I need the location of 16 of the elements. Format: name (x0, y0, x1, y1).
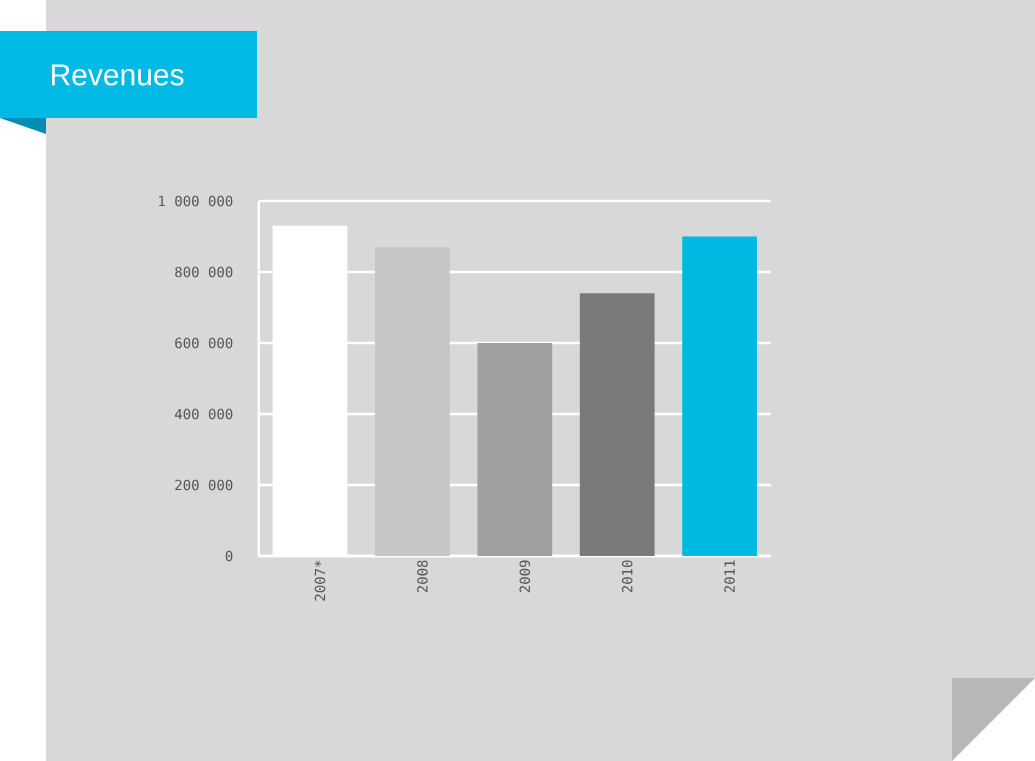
y-tick-label: 1 000 000 (159, 195, 233, 207)
y-tick-label: 800 000 (175, 266, 233, 278)
x-tick-label: 2009 (519, 560, 531, 593)
bar (682, 236, 757, 556)
x-tick-label: 2011 (724, 560, 735, 593)
x-tick-label: 2007* (314, 560, 326, 601)
bar (579, 293, 655, 556)
y-tick-label: 400 000 (174, 408, 233, 420)
x-tick-label: 2008 (417, 560, 428, 593)
bar (477, 343, 553, 556)
y-tick-label: 200 000 (175, 479, 233, 491)
y-tick-label: 600 000 (175, 337, 233, 349)
chart-title: Revenues (52, 64, 184, 86)
y-tick-label: 0 (225, 550, 233, 562)
bar (375, 247, 450, 556)
x-tick-label: 2010 (621, 560, 633, 593)
